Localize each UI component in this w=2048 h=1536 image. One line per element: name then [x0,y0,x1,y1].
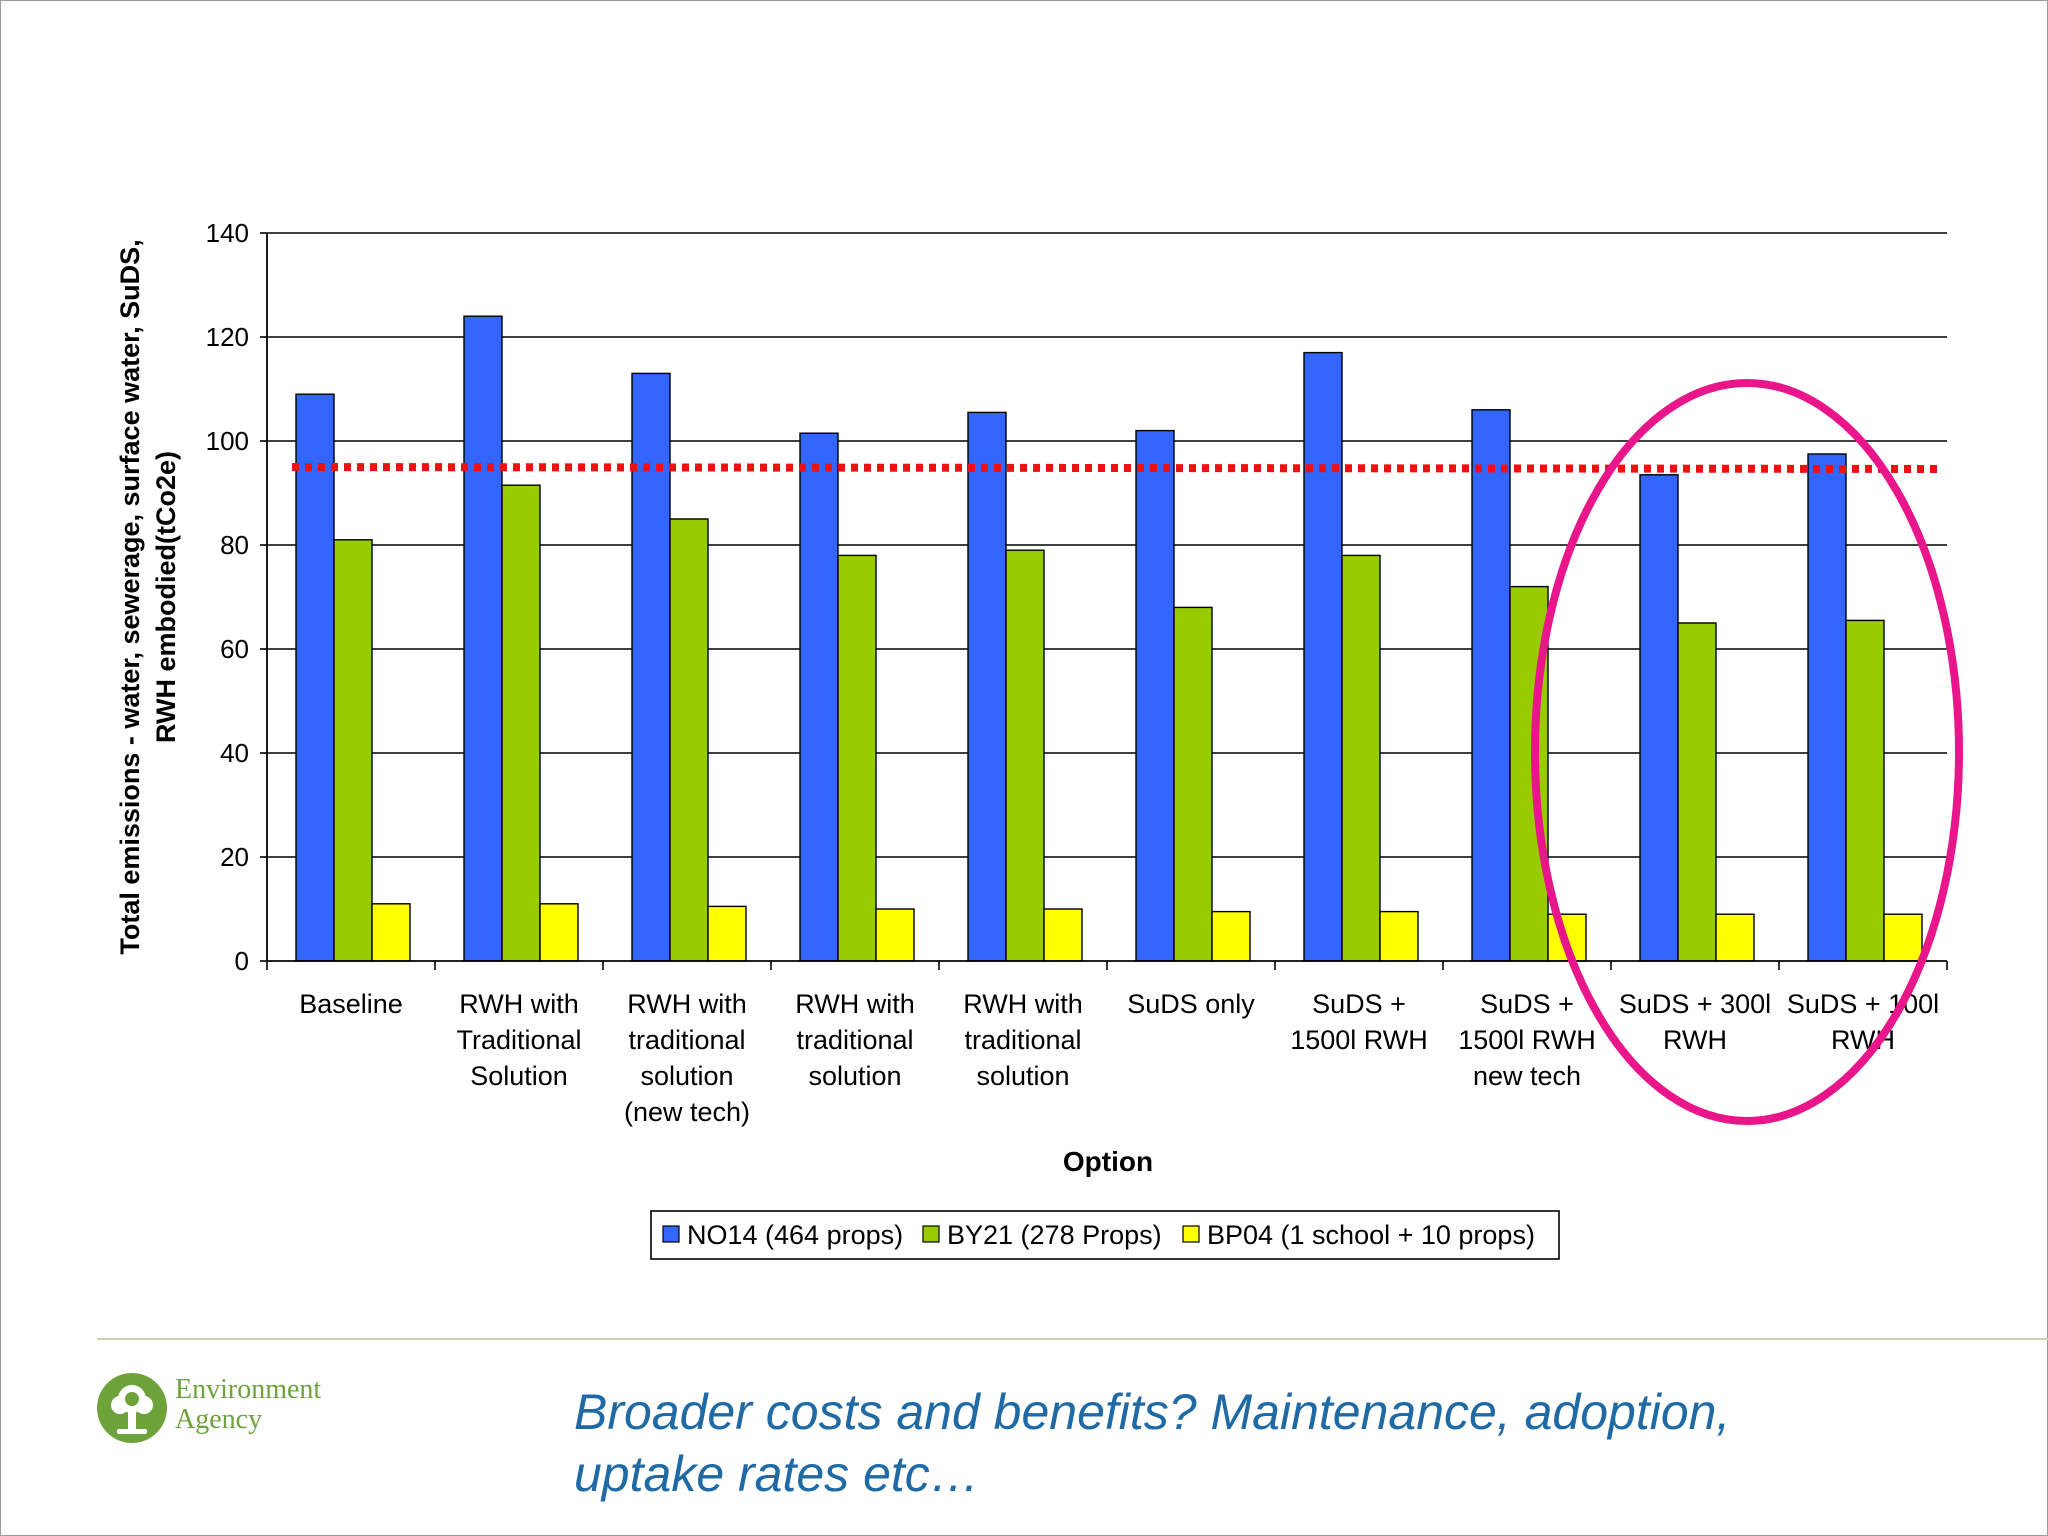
bar [1043,908,1083,962]
legend-swatch [1182,1225,1200,1243]
environment-agency-logo: Environment Agency [95,1369,365,1449]
bar [1883,913,1923,962]
bar [1471,409,1511,962]
bar [669,518,709,962]
y-tick-label: 140 [206,218,249,248]
x-category-label: RWH with Traditional Solution [456,989,581,1091]
legend-label: NO14 (464 props) [687,1220,903,1250]
x-category-label: SuDS +1500l RWH new tech [1458,989,1596,1091]
bar [967,411,1007,962]
x-category-label: SuDS + 100l RWH [1787,989,1939,1055]
bar [1845,619,1885,962]
y-tick-label: 40 [220,738,249,768]
y-tick-label: 60 [220,634,249,664]
x-category-label: RWH with traditional solution [795,989,915,1091]
bar [631,372,671,962]
logo-wordmark: Environment Agency [175,1375,321,1435]
bar [799,432,839,962]
bar [1807,453,1847,962]
bar [1715,913,1755,962]
y-tick-label: 0 [235,946,249,976]
tree-icon [97,1373,167,1443]
bar [1639,474,1679,962]
bar [371,903,411,962]
reference-line [291,463,1944,473]
bar [1135,429,1175,962]
bar [1303,351,1343,962]
highlight-ellipse [1531,379,1963,1125]
footer-divider [97,1338,2048,1340]
slide-caption: Broader costs and benefits? Maintenance,… [574,1381,1874,1505]
legend-label: BY21 (278 Props) [947,1220,1162,1250]
x-category-label: SuDS + 300l RWH [1619,989,1771,1055]
bar [295,393,335,962]
y-tick-label: 100 [206,426,249,456]
y-tick-label: 80 [220,530,249,560]
caption-line-1: Broader costs and benefits? Maintenance,… [574,1384,1731,1440]
bar [1677,622,1717,962]
legend-label: BP04 (1 school + 10 props) [1207,1220,1535,1250]
bar [1509,585,1549,962]
bar [463,315,503,962]
bar [1341,554,1381,962]
y-axis-title: Total emissions - water, sewerage, surfa… [115,239,181,954]
x-category-label: RWH with traditional solution (new tech) [624,989,750,1127]
x-category-label: SuDS only [1127,989,1255,1019]
bar [707,905,747,962]
logo-line-2: Agency [175,1404,263,1435]
bar [1173,606,1213,962]
bar [1005,549,1045,962]
bar-chart: 0 20 40 60 80 100 120 140 Baseline RWH with Tradit… [115,218,1963,1260]
y-tick-label: 120 [206,322,249,352]
bar [1379,910,1419,962]
legend-swatch [922,1225,940,1243]
legend-box [650,1210,1560,1260]
x-category-label: SuDS +1500l RWH [1290,989,1428,1055]
bar [539,903,579,962]
bar [875,908,915,962]
bar [501,484,541,962]
x-category-label: Baseline [299,989,403,1019]
x-category-label: RWH with traditional solution [963,989,1083,1091]
bar [333,539,373,962]
caption-line-2: uptake rates etc… [574,1446,980,1502]
bar [1211,910,1251,962]
logo-line-1: Environment [175,1374,322,1405]
y-tick-label: 20 [220,842,249,872]
bar [837,554,877,962]
x-axis-title: Option [1063,1146,1153,1177]
legend-swatch [662,1225,680,1243]
